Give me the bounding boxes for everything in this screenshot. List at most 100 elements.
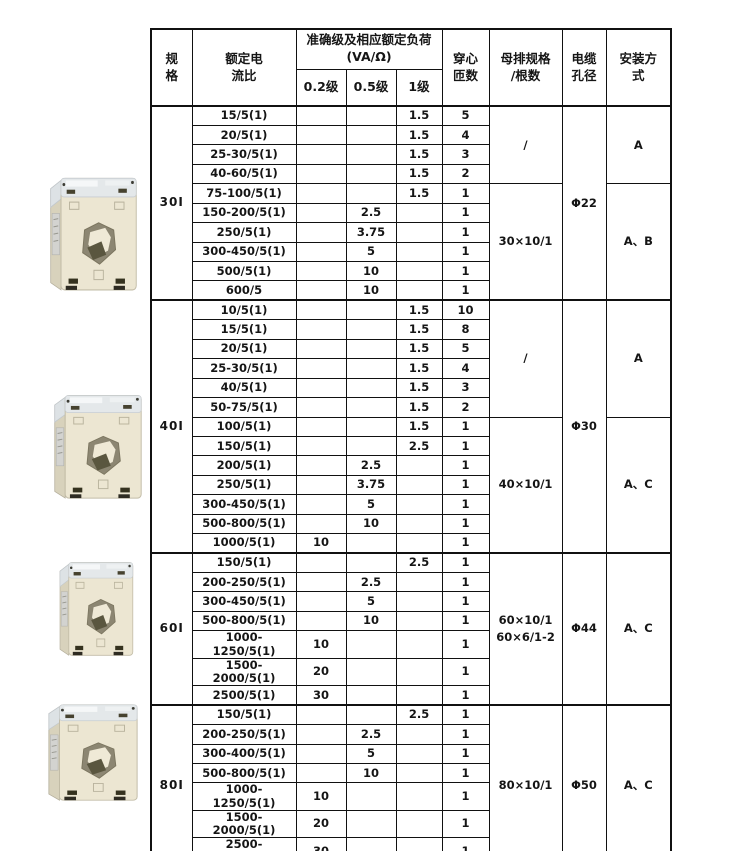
class05-value-cell	[345, 338, 397, 360]
spec-cell: 30I	[150, 105, 193, 301]
class1-value-cell: 1.5	[395, 377, 443, 399]
class05-value-cell: 2.5	[345, 455, 397, 476]
turns-cell: 1	[441, 809, 490, 839]
class1-value-cell: 1.5	[395, 183, 443, 204]
ratio-cell: 40/5(1)	[191, 377, 297, 399]
turns-cell: 1	[441, 513, 490, 535]
turns-cell: 1	[441, 837, 490, 851]
class05-value-cell: 2.5	[345, 724, 397, 745]
turns-cell: 1	[441, 704, 490, 726]
ratio-cell: 300-400/5(1)	[191, 743, 297, 764]
class02-value-cell	[295, 299, 347, 321]
class1-value-cell	[395, 222, 443, 243]
turns-cell: 1	[441, 552, 490, 574]
table-row: 300-450/5(1) 5 1	[151, 494, 671, 515]
class05-value-cell: 10	[345, 513, 397, 535]
class02-value-cell	[295, 124, 347, 146]
turns-cell: 2	[441, 397, 490, 418]
busbar-cell: 40×10/1	[488, 416, 563, 554]
table-row: 1500-2000/5(1) 20 1	[151, 809, 671, 839]
ratio-cell: 25-30/5(1)	[191, 144, 297, 165]
cable-diameter-cell: Φ44	[561, 552, 607, 706]
table-row: 50-75/5(1) 1.5 2	[151, 397, 671, 418]
table-row: 30I 15/5(1) 1.5 5/Φ22 A	[150, 105, 672, 301]
turns-cell: 1	[441, 241, 490, 263]
class05-value-cell: 5	[345, 494, 397, 515]
header-busbar: 母排规格 /根数	[488, 28, 563, 107]
class05-value-cell: 5	[345, 591, 397, 612]
table-row: 300-400/5(1) 5 1	[151, 743, 671, 764]
class02-value-cell	[295, 513, 347, 535]
table-row: 200-250/5(1) 2.5 1	[151, 724, 671, 745]
turns-cell: 4	[441, 124, 490, 146]
table-row: 20/5(1) 1.5 4	[151, 124, 671, 146]
table-row: 2500-3000/5(1)30 1	[151, 837, 671, 851]
header-class-05: 0.5级	[345, 68, 397, 107]
class02-value-cell	[295, 397, 347, 418]
table-row: 15/5(1) 1.5 8	[151, 319, 671, 340]
turns-cell: 1	[441, 630, 490, 659]
class05-value-cell	[345, 657, 397, 687]
class1-value-cell: 1.5	[395, 105, 443, 126]
class02-value-cell	[295, 610, 347, 632]
class02-value-cell	[295, 591, 347, 612]
class1-value-cell	[395, 494, 443, 515]
ratio-cell: 150/5(1)	[191, 435, 297, 457]
current-transformer-photo-80i-icon	[48, 704, 138, 801]
class05-value-cell	[345, 552, 397, 574]
turns-cell: 1	[441, 762, 490, 784]
turns-cell: 1	[441, 610, 490, 632]
ratio-cell: 200-250/5(1)	[191, 571, 297, 593]
class1-value-cell	[395, 657, 443, 687]
class1-value-cell	[395, 533, 443, 554]
class02-value-cell: 10	[295, 533, 347, 554]
class1-value-cell	[395, 809, 443, 839]
class1-value-cell	[395, 630, 443, 659]
ratio-cell: 75-100/5(1)	[191, 183, 297, 204]
turns-cell: 1	[441, 202, 490, 224]
class1-value-cell: 1.5	[395, 124, 443, 146]
turns-cell: 1	[441, 474, 490, 496]
class05-value-cell	[345, 319, 397, 340]
class02-value-cell	[295, 377, 347, 399]
header-class-02: 0.2级	[295, 68, 347, 107]
header-turns: 穿心 匝数	[441, 28, 490, 107]
class05-value-cell	[345, 183, 397, 204]
class05-value-cell	[345, 124, 397, 146]
class05-value-cell: 2.5	[345, 571, 397, 593]
busbar-cell: 60×10/1 60×6/1-2	[488, 552, 563, 706]
install-method-cell: A、C	[605, 416, 672, 554]
class1-value-cell: 2.5	[395, 435, 443, 457]
class1-value-cell: 1.5	[395, 358, 443, 379]
class1-value-cell	[395, 591, 443, 612]
turns-cell: 1	[441, 743, 490, 764]
turns-cell: 1	[441, 657, 490, 687]
ratio-cell: 1500-2000/5(1)	[191, 657, 297, 687]
busbar-cell: /	[488, 105, 563, 185]
ratio-cell: 20/5(1)	[191, 124, 297, 146]
class02-value-cell	[295, 144, 347, 165]
table-row: 25-30/5(1) 1.5 3	[151, 144, 671, 165]
table-row: 40I 10/5(1) 1.5 10/Φ30 A	[150, 299, 672, 554]
class1-value-cell	[395, 260, 443, 282]
class05-value-cell: 10	[345, 762, 397, 784]
ratio-cell: 1000/5(1)	[191, 533, 297, 554]
class02-value-cell: 30	[295, 837, 347, 851]
table-row: 250/5(1) 3.75 1	[151, 474, 671, 496]
class1-value-cell	[395, 743, 443, 764]
class02-value-cell	[295, 202, 347, 224]
header-spec: 规 格	[150, 28, 193, 107]
table-row: 40-60/5(1) 1.5 2	[151, 163, 671, 185]
header-ratio: 额定电 流比	[191, 28, 297, 107]
class05-value-cell: 10	[345, 260, 397, 282]
class02-value-cell	[295, 338, 347, 360]
class02-value-cell: 20	[295, 657, 347, 687]
class02-value-cell	[295, 319, 347, 340]
install-method-cell: A	[605, 105, 672, 185]
class1-value-cell	[395, 837, 443, 851]
header-class-1: 1级	[395, 68, 443, 107]
busbar-cell: 80×10/1	[488, 704, 563, 851]
turns-cell: 4	[441, 358, 490, 379]
spec-cell: 40I	[150, 299, 193, 554]
